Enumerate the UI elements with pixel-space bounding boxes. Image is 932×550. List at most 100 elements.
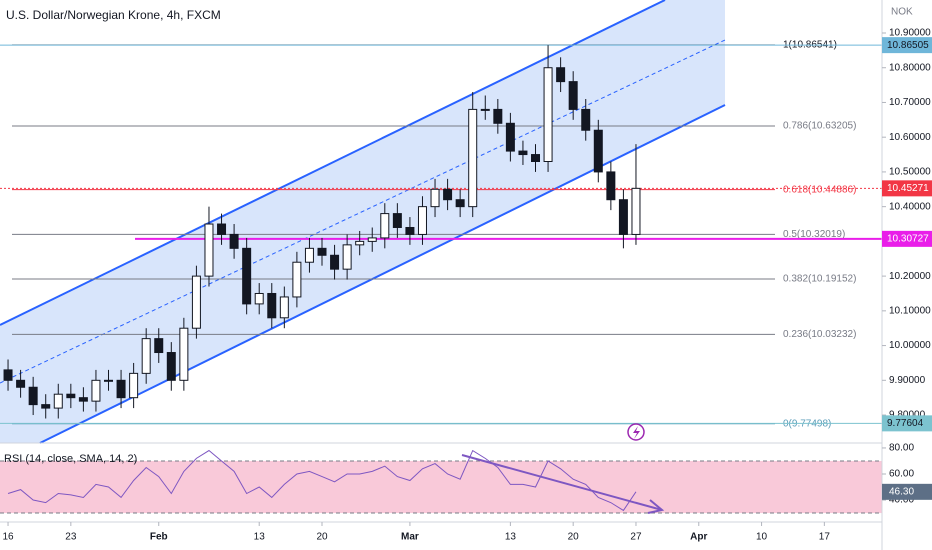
candle-body — [342, 244, 352, 270]
candle-body — [468, 108, 478, 208]
rsi-tick-label: 80.00 — [889, 443, 914, 454]
currency-label: NOK — [891, 7, 913, 18]
x-tick-label: 20 — [568, 532, 580, 543]
candle-body — [304, 247, 314, 263]
rsi-tick-label: 60.00 — [889, 469, 914, 480]
x-tick-label: 13 — [254, 532, 266, 543]
y-tick-label: 10.00000 — [889, 340, 931, 351]
candle-body — [581, 108, 591, 131]
candle-body — [78, 397, 88, 402]
candle-body — [568, 81, 578, 110]
candle-body — [392, 213, 402, 228]
rsi-line — [7, 449, 637, 512]
y-tick-label: 9.80000 — [889, 410, 926, 421]
candle-body — [443, 188, 453, 201]
chart-title: U.S. Dollar/Norwegian Krone, 4h, FXCM — [6, 8, 221, 22]
candle-body — [91, 379, 101, 402]
rsi-tick-label: 40.00 — [889, 495, 914, 506]
x-tick-label: 13 — [505, 532, 517, 543]
fib-label: 0(9.77498) — [783, 418, 831, 429]
y-tick-label: 10.20000 — [889, 271, 931, 282]
candle-body — [618, 199, 628, 235]
candle-body — [518, 150, 528, 156]
candle-body — [154, 338, 164, 354]
rsi-trendline — [461, 454, 663, 511]
candle-body — [292, 261, 302, 298]
y-tick-label: 9.90000 — [889, 375, 926, 386]
x-tick-label: Feb — [150, 532, 168, 543]
candle-body — [191, 275, 201, 329]
candle-body — [417, 206, 427, 235]
candle-body — [66, 393, 76, 399]
candle-body — [330, 254, 340, 270]
event-icon-bolt — [633, 426, 640, 439]
y-tick-label: 10.70000 — [889, 97, 931, 108]
candle-body — [380, 213, 390, 239]
fib-label: 0.236(10.03232) — [783, 329, 856, 340]
candle-body — [179, 327, 189, 381]
candle-body — [480, 108, 490, 111]
candle-body — [531, 154, 541, 163]
x-tick-label: 23 — [65, 532, 77, 543]
fib-label: 0.786(10.63205) — [783, 121, 856, 132]
x-tick-label: Mar — [401, 532, 419, 543]
rsi-tag-label: 46.30 — [889, 486, 914, 497]
candle-body — [204, 223, 214, 277]
candle-body — [317, 247, 327, 256]
price-tag-label: 10.86505 — [887, 40, 929, 51]
candle-body — [367, 237, 377, 242]
rsi-label: RSI (14, close, SMA, 14, 2) — [4, 453, 137, 465]
price-tag-label: 10.30727 — [887, 233, 929, 244]
candle-body — [267, 292, 277, 319]
rsi-pane — [0, 449, 882, 514]
candle-body — [116, 379, 126, 399]
candle-body — [631, 187, 641, 235]
candle-body — [129, 372, 139, 399]
x-tick-label: 20 — [316, 532, 328, 543]
price-tag — [882, 230, 932, 247]
candle-body — [229, 233, 239, 249]
candle-body — [430, 188, 440, 208]
candle-body — [53, 393, 63, 409]
x-tick-label: 16 — [2, 532, 14, 543]
channel-top — [0, 0, 666, 326]
price-tag-label: 10.45271 — [887, 183, 929, 194]
fib-label: 0.382(10.19152) — [783, 274, 856, 285]
candle-body — [3, 369, 13, 381]
y-tick-label: 10.10000 — [889, 305, 931, 316]
channel-bottom — [39, 104, 726, 444]
rsi-tag — [882, 483, 932, 500]
price-tag — [882, 37, 932, 54]
candle-body — [405, 226, 415, 235]
candle-body — [28, 386, 38, 406]
candle-body — [41, 404, 51, 409]
candle-body — [556, 67, 566, 83]
candle-body — [543, 67, 553, 163]
rsi-trend-arrow — [647, 499, 665, 514]
candle-body — [104, 379, 114, 382]
candle-body — [355, 240, 365, 246]
fib-label: 0.618(10.44886) — [783, 184, 856, 195]
y-tick-label: 10.60000 — [889, 132, 931, 143]
y-tick-label: 10.80000 — [889, 62, 931, 73]
x-tick-label: 27 — [630, 532, 642, 543]
x-tick-label: 17 — [819, 532, 831, 543]
candle-body — [141, 338, 151, 374]
candle-body — [242, 247, 252, 305]
y-tick-label: 10.50000 — [889, 167, 931, 178]
candle-body — [16, 379, 26, 388]
channel-mid — [0, 39, 726, 384]
candle-body — [254, 292, 264, 305]
candle-body — [455, 199, 465, 208]
candle-body — [279, 296, 289, 319]
candle-body — [606, 171, 616, 201]
y-tick-label: 10.90000 — [889, 28, 931, 39]
candle-body — [217, 223, 227, 235]
candle-body — [493, 108, 503, 124]
levels: 1(10.86541)0.786(10.63205)0.618(10.44886… — [0, 40, 882, 429]
candle-body — [505, 122, 515, 152]
price-tag — [882, 180, 932, 197]
candle-body — [593, 129, 603, 173]
fib-label: 0.5(10.32019) — [783, 229, 845, 240]
